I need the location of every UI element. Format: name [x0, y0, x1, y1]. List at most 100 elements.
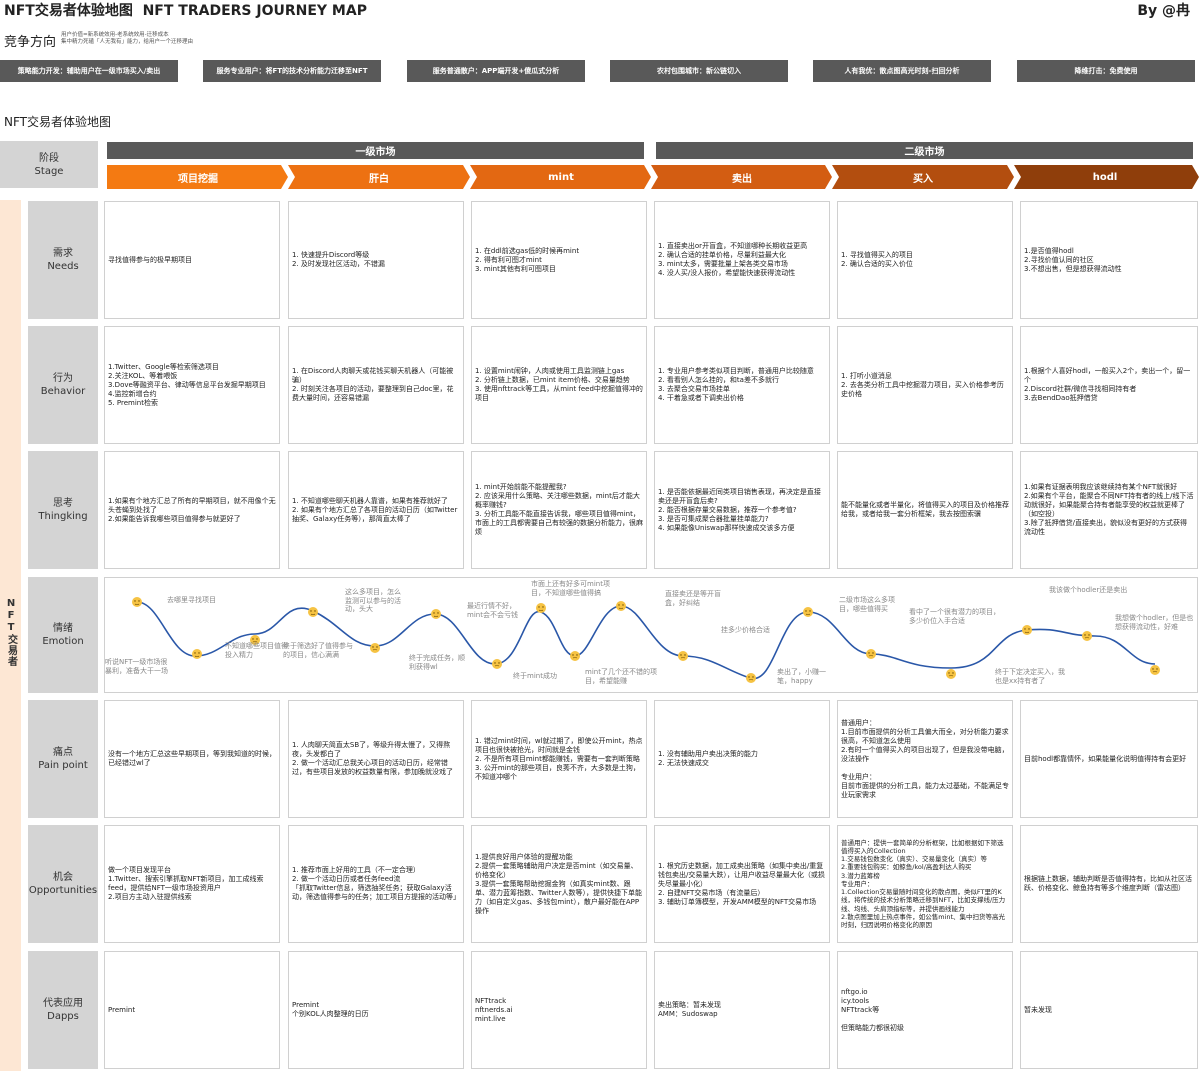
pain-cell: 1. 人肉聊天简直太SB了，等级升得太慢了，又得熬夜，头发都白了 2. 做一个活…: [288, 700, 464, 818]
author-byline: By @冉: [1137, 3, 1190, 19]
emotion-panel: 听说NFT一级市场很暴利，准备大干一场 去哪里寻找项目 不知道哪些项目值得投入精…: [104, 577, 1198, 693]
row-label-cn: 行为: [53, 373, 73, 384]
row-label-en: Opportunities: [28, 885, 98, 896]
row-label-cn: 思考: [53, 498, 73, 509]
row-label-cn: 代表应用: [43, 998, 83, 1009]
direction-box: 服务普通散户：APP端开发+傻瓜式分析: [407, 60, 585, 82]
competition-note-line: 用户价值=新系统效用-老系统效用-迁移成本: [61, 32, 169, 38]
dapps-cell: NFTtrack nftnerds.ai mint.live: [471, 951, 647, 1069]
row-label-en: Needs: [47, 261, 79, 272]
emotion-annotation: 二级市场这么多项目，哪些值得买: [839, 596, 895, 613]
emotion-annotation: 去哪里寻找项目: [167, 596, 216, 604]
needs-cell: 1. 直接卖出or开盲盒，不知道哪种长期收益更高 2. 确认合适的挂单价格，尽量…: [654, 201, 830, 319]
emoji-face: [570, 651, 580, 661]
pain-cell: 1. 没有辅助用户卖出决策的能力 2. 无法快速成交: [654, 700, 830, 818]
row-label-cn: 需求: [53, 248, 73, 259]
stage-arrow: [651, 165, 832, 189]
emotion-curve-chart: [132, 597, 1160, 683]
thinking-cell: 能不能量化或者半量化，将值得买入的项目及价格推荐给我，或者给我一套分析框架，我去…: [837, 451, 1013, 569]
stage-item: 肝白: [369, 173, 389, 185]
dapps-cell: 卖出策略：暂未发现 AMM：Sudoswap: [654, 951, 830, 1069]
pain-cell: 目前hodl都靠情怀，如果能量化说明值得持有会更好: [1020, 700, 1198, 818]
emotion-annotation: 终于下定决定买入，我也是xx持有者了: [995, 668, 1065, 685]
emotion-annotation: mint了几个还不错的项目，希望能赚: [585, 668, 657, 685]
emotion-annotation: 卖出了，小赚一笔，happy: [777, 668, 826, 685]
emotion-annotation: 挂多少价格合适: [721, 626, 770, 634]
emotion-annotation: 终于mint成功: [513, 672, 557, 680]
emoji-face: [536, 603, 546, 613]
stage-arrow: [1014, 165, 1199, 189]
needs-cell: 寻找值得参与的极早期项目: [104, 201, 280, 319]
thinking-cell: 1. 是否能依据最近同类项目销售表现，再决定是直接卖还是开盲盒后卖? 2. 能否…: [654, 451, 830, 569]
opportunity-cell: 1.提供良好用户体验的提醒功能 2.提供一套策略辅助用户决定是否mint（如交易…: [471, 825, 647, 943]
stage-item: 卖出: [732, 173, 752, 185]
row-label-emotion: 情绪 Emotion: [28, 577, 98, 693]
behavior-cell: 1. 打听小道消息 2. 去各类分析工具中挖掘潜力项目，买入价格参考历史价格: [837, 326, 1013, 444]
row-label-en: Pain point: [38, 760, 88, 771]
emoji-face: [946, 669, 956, 679]
emotion-annotation: 不知道哪些项目值得投入精力: [225, 642, 288, 659]
direction-box: 人有我优：散点图高光时刻-扫回分析: [813, 60, 991, 82]
thinking-cell: 1. 不知道哪些聊天机器人靠谱，如果有推荐就好了 2. 如果有个地方汇总了各项目…: [288, 451, 464, 569]
emoji-face-group: [132, 597, 1160, 683]
emoji-face: [866, 649, 876, 659]
opportunity-cell: 1. 根究历史数据，加工成卖出策略（如集中卖出/重复钱包卖出/交易量大跌），让用…: [654, 825, 830, 943]
competition-note-line: 集中精力死磕「人无我有」能力，给用户一个迁移理由: [61, 39, 194, 45]
emotion-annotation: 终于筛选好了值得参与的项目，信心满满: [283, 642, 353, 659]
row-label-thinking: 思考 Thingking: [28, 451, 98, 569]
emoji-face: [616, 601, 626, 611]
row-label-opportunities: 机会 Opportunities: [28, 825, 98, 943]
needs-cell: 1. 寻找值得买入的项目 2. 确认合适的买入价位: [837, 201, 1013, 319]
emotion-annotation: 终于完成任务，顺利获得wl: [409, 654, 465, 671]
dapps-cell: Premint: [104, 951, 280, 1069]
behavior-cell: 1. 设置mint闹钟，人肉或使用工具监测链上gas 2. 分析链上数据，已mi…: [471, 326, 647, 444]
behavior-cell: 1.Twitter、Google等检索筛选项目 2.关注KOL、等着喂饭 3.D…: [104, 326, 280, 444]
emotion-annotation: 市面上还有好多可mint项目，不知道哪些值得搞: [531, 580, 610, 597]
thinking-cell: 1.如果有个地方汇总了所有的早期项目，就不用像个无头苍蝇到处找了 2.如果能告诉…: [104, 451, 280, 569]
emoji-face: [1082, 631, 1092, 641]
dapps-cell: nftgo.io icy.tools NFTtrack等 但策略能力都很初级: [837, 951, 1013, 1069]
dapps-cell: Premint 个别KOL人肉整理的日历: [288, 951, 464, 1069]
stage-arrow: [288, 165, 470, 189]
emotion-annotation: 这么多项目，怎么监测可以参与的活动，头大: [345, 588, 401, 613]
emotion-curve: [136, 601, 1156, 680]
row-label-en: Emotion: [42, 636, 84, 647]
thinking-cell: 1.如果有证据表明我应该继续持有某个NFT就很好 2.如果有个平台，能聚合不同N…: [1020, 451, 1198, 569]
pain-cell: 1. 错过mint时间，wl就过期了，即使公开mint，热点项目也很快被抢光，时…: [471, 700, 647, 818]
row-label-en: Behavior: [40, 386, 86, 397]
behavior-cell: 1. 专业用户参考类似项目判断，普通用户比较随意 2. 看看别人怎么挂的，和ta…: [654, 326, 830, 444]
pain-cell: 没有一个地方汇总这些早期项目，等到我知道的时候，已经错过wl了: [104, 700, 280, 818]
emoji-face: [678, 651, 688, 661]
row-label-en: Dapps: [47, 1011, 79, 1022]
stage-label-cn: 阶段: [39, 152, 59, 164]
stage-label: 阶段 Stage: [0, 141, 98, 188]
stage-arrow: [107, 165, 288, 189]
market-primary: 一级市场: [107, 142, 644, 159]
stage-label-en: Stage: [34, 165, 64, 177]
emotion-annotation: 直接卖还是等开盲盒，好纠结: [665, 590, 721, 607]
emoji-face: [803, 607, 813, 617]
needs-cell: 1. 在ddl前选gas低的时候再mint 2. 得有利可图才mint 3. m…: [471, 201, 647, 319]
emoji-face: [132, 597, 142, 607]
emotion-annotation: 听说NFT一级市场很暴利，准备大干一场: [105, 658, 168, 675]
title-cn: NFT交易者体验地图: [4, 3, 133, 19]
thinking-cell: 1. mint开始前能不能提醒我? 2. 应该采用什么策略、关注哪些数据，min…: [471, 451, 647, 569]
row-label-en: Thingking: [38, 511, 88, 522]
stage-arrow: [470, 165, 651, 189]
stage-item: 买入: [913, 173, 933, 185]
opportunity-cell: 做一个项目发现平台 1.Twitter、搜索引擎抓取NFT新项目，加工成线索fe…: [104, 825, 280, 943]
stage-item: mint: [548, 171, 574, 183]
behavior-cell: 1.根据个人喜好hodl，一般买入2个，卖出一个，留一个 2.Discord社群…: [1020, 326, 1198, 444]
page-title: NFT交易者体验地图 NFT TRADERS JOURNEY MAP: [4, 0, 367, 20]
behavior-cell: 1. 在Discord人肉聊天或花钱买聊天机器人（可能被骗） 2. 时刻关注各项…: [288, 326, 464, 444]
opportunity-cell: 根据链上数据，辅助判断是否值得持有，比如从社区活跃、价格变化、鲸鱼持有等多个维度…: [1020, 825, 1198, 943]
title-en: NFT TRADERS JOURNEY MAP: [142, 3, 367, 19]
direction-box: 降维打击：免费使用: [1017, 60, 1195, 82]
row-label-cn: 情绪: [53, 623, 73, 634]
emoji-face: [250, 635, 260, 645]
direction-box: 策略能力开发：辅助用户在一级市场买入/卖出: [0, 60, 178, 82]
row-label-cn: 机会: [53, 872, 73, 883]
row-label-behavior: 行为 Behavior: [28, 326, 98, 444]
emoji-face: [746, 673, 756, 683]
emoji-face: [431, 609, 441, 619]
